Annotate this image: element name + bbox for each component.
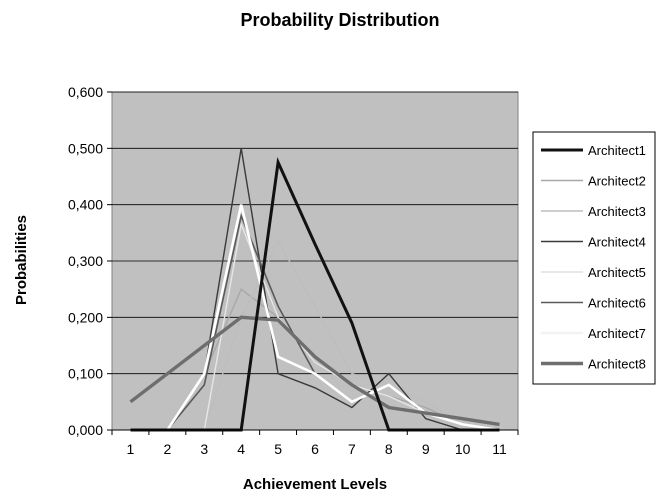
legend: Architect1 Architect2 Architect3 Architect4…	[532, 131, 656, 385]
legend-label: Architect7	[588, 326, 646, 341]
legend-box	[532, 131, 656, 385]
chart-title: Probability Distribution	[240, 10, 439, 30]
y-tick-label: 0,600	[68, 84, 103, 100]
series-line-architect8	[129, 315, 500, 427]
x-tick-label: 10	[455, 441, 471, 457]
legend-label: Architect6	[588, 296, 646, 311]
y-tick-label: 0,300	[68, 253, 103, 269]
x-tick-label: 6	[311, 441, 319, 457]
y-axis-title: Probabilities	[13, 215, 30, 305]
x-tick-label: 5	[274, 441, 282, 457]
legend-label: Architect4	[588, 235, 646, 250]
x-tick-label: 11	[492, 441, 507, 457]
plot-area	[111, 91, 519, 432]
y-tick-label: 0,000	[68, 422, 103, 438]
x-tick-label: 1	[127, 441, 135, 457]
x-axis-ticks: 1 2 3 4 5 6 7 8 9 10 11	[111, 429, 519, 457]
legend-label: Architect3	[588, 204, 646, 219]
y-tick-label: 0,100	[68, 366, 103, 382]
x-tick-label: 2	[163, 441, 171, 457]
legend-label: Architect1	[588, 143, 646, 158]
x-tick-label: 4	[237, 441, 245, 457]
gridlines	[112, 91, 518, 375]
series-line-architect7	[130, 204, 500, 432]
y-axis-ticks: 0,000 0,100 0,200 0,300 0,400 0,500 0,600	[68, 84, 112, 438]
x-tick-label: 7	[348, 441, 356, 457]
x-axis-title: Achievement Levels	[243, 476, 387, 493]
x-tick-label: 9	[422, 441, 430, 457]
y-tick-label: 0,400	[68, 197, 103, 213]
x-tick-label: 3	[200, 441, 208, 457]
x-tick-label: 8	[385, 441, 393, 457]
legend-label: Architect8	[588, 357, 646, 372]
legend-label: Architect5	[588, 265, 646, 280]
y-tick-label: 0,200	[68, 309, 103, 325]
legend-label: Architect2	[588, 174, 646, 189]
y-tick-label: 0,500	[68, 140, 103, 156]
